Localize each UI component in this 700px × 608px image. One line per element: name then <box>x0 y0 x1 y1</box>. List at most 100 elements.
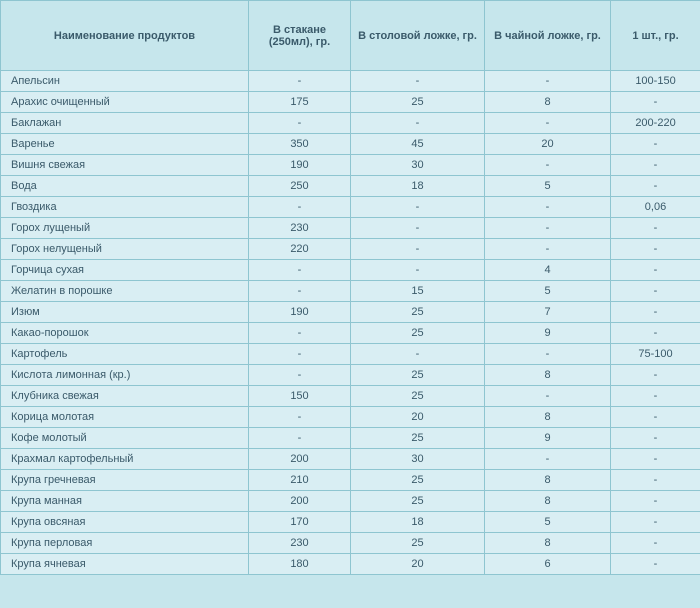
value-cell: 0,06 <box>611 197 700 218</box>
value-cell: 5 <box>485 281 611 302</box>
value-cell: 220 <box>249 239 351 260</box>
value-cell: - <box>249 344 351 365</box>
value-cell: 15 <box>351 281 485 302</box>
table-row: Вишня свежая19030-- <box>1 155 700 176</box>
table-row: Вода250185- <box>1 176 700 197</box>
table-row: Кислота лимонная (кр.)-258- <box>1 365 700 386</box>
value-cell: 25 <box>351 92 485 113</box>
column-header-3: В чайной ложке, гр. <box>485 1 611 71</box>
table-row: Горох лущеный230--- <box>1 218 700 239</box>
value-cell: - <box>351 239 485 260</box>
table-body: Апельсин---100-150Арахис очищенный175258… <box>1 71 700 575</box>
product-name-cell: Картофель <box>1 344 249 365</box>
value-cell: 100-150 <box>611 71 700 92</box>
table-row: Корица молотая-208- <box>1 407 700 428</box>
table-row: Клубника свежая15025-- <box>1 386 700 407</box>
value-cell: 25 <box>351 491 485 512</box>
table-row: Крупа овсяная170185- <box>1 512 700 533</box>
value-cell: - <box>485 239 611 260</box>
table-container: Наименование продуктовВ стакане (250мл),… <box>0 0 700 575</box>
value-cell: - <box>611 260 700 281</box>
value-cell: 8 <box>485 470 611 491</box>
value-cell: 6 <box>485 554 611 575</box>
value-cell: 8 <box>485 92 611 113</box>
value-cell: - <box>485 197 611 218</box>
value-cell: - <box>611 218 700 239</box>
value-cell: - <box>611 533 700 554</box>
value-cell: - <box>351 113 485 134</box>
value-cell: 25 <box>351 470 485 491</box>
value-cell: 8 <box>485 491 611 512</box>
column-header-1: В стакане (250мл), гр. <box>249 1 351 71</box>
value-cell: - <box>249 113 351 134</box>
value-cell: 25 <box>351 302 485 323</box>
table-row: Какао-порошок-259- <box>1 323 700 344</box>
value-cell: 5 <box>485 512 611 533</box>
value-cell: 18 <box>351 512 485 533</box>
value-cell: - <box>611 302 700 323</box>
value-cell: 20 <box>351 554 485 575</box>
value-cell: - <box>611 239 700 260</box>
value-cell: - <box>611 428 700 449</box>
value-cell: - <box>611 449 700 470</box>
value-cell: - <box>249 281 351 302</box>
value-cell: 20 <box>351 407 485 428</box>
value-cell: - <box>611 491 700 512</box>
product-name-cell: Кислота лимонная (кр.) <box>1 365 249 386</box>
table-row: Крупа перловая230258- <box>1 533 700 554</box>
value-cell: - <box>249 323 351 344</box>
product-name-cell: Баклажан <box>1 113 249 134</box>
value-cell: - <box>485 449 611 470</box>
value-cell: - <box>351 344 485 365</box>
product-name-cell: Крупа овсяная <box>1 512 249 533</box>
value-cell: 25 <box>351 533 485 554</box>
value-cell: 210 <box>249 470 351 491</box>
value-cell: 7 <box>485 302 611 323</box>
column-header-2: В столовой ложке, гр. <box>351 1 485 71</box>
value-cell: - <box>249 407 351 428</box>
table-row: Горчица сухая--4- <box>1 260 700 281</box>
table-row: Картофель---75-100 <box>1 344 700 365</box>
value-cell: 25 <box>351 365 485 386</box>
value-cell: 9 <box>485 323 611 344</box>
value-cell: - <box>611 281 700 302</box>
value-cell: - <box>485 386 611 407</box>
value-cell: 9 <box>485 428 611 449</box>
value-cell: - <box>249 365 351 386</box>
product-name-cell: Горох лущеный <box>1 218 249 239</box>
column-header-0: Наименование продуктов <box>1 1 249 71</box>
value-cell: 350 <box>249 134 351 155</box>
value-cell: - <box>485 155 611 176</box>
value-cell: 5 <box>485 176 611 197</box>
value-cell: - <box>611 92 700 113</box>
product-name-cell: Горчица сухая <box>1 260 249 281</box>
value-cell: 180 <box>249 554 351 575</box>
product-name-cell: Изюм <box>1 302 249 323</box>
table-row: Апельсин---100-150 <box>1 71 700 92</box>
product-name-cell: Какао-порошок <box>1 323 249 344</box>
value-cell: 200 <box>249 491 351 512</box>
product-name-cell: Кофе молотый <box>1 428 249 449</box>
product-name-cell: Крахмал картофельный <box>1 449 249 470</box>
table-row: Баклажан---200-220 <box>1 113 700 134</box>
value-cell: - <box>611 407 700 428</box>
value-cell: - <box>611 512 700 533</box>
value-cell: 45 <box>351 134 485 155</box>
value-cell: 200 <box>249 449 351 470</box>
value-cell: 30 <box>351 449 485 470</box>
product-name-cell: Крупа гречневая <box>1 470 249 491</box>
product-name-cell: Крупа перловая <box>1 533 249 554</box>
product-name-cell: Арахис очищенный <box>1 92 249 113</box>
table-row: Горох нелущеный220--- <box>1 239 700 260</box>
value-cell: - <box>249 197 351 218</box>
value-cell: 4 <box>485 260 611 281</box>
value-cell: - <box>611 470 700 491</box>
value-cell: 230 <box>249 533 351 554</box>
value-cell: 18 <box>351 176 485 197</box>
value-cell: - <box>351 218 485 239</box>
value-cell: - <box>249 260 351 281</box>
product-name-cell: Апельсин <box>1 71 249 92</box>
value-cell: 8 <box>485 407 611 428</box>
table-row: Кофе молотый-259- <box>1 428 700 449</box>
value-cell: 8 <box>485 365 611 386</box>
